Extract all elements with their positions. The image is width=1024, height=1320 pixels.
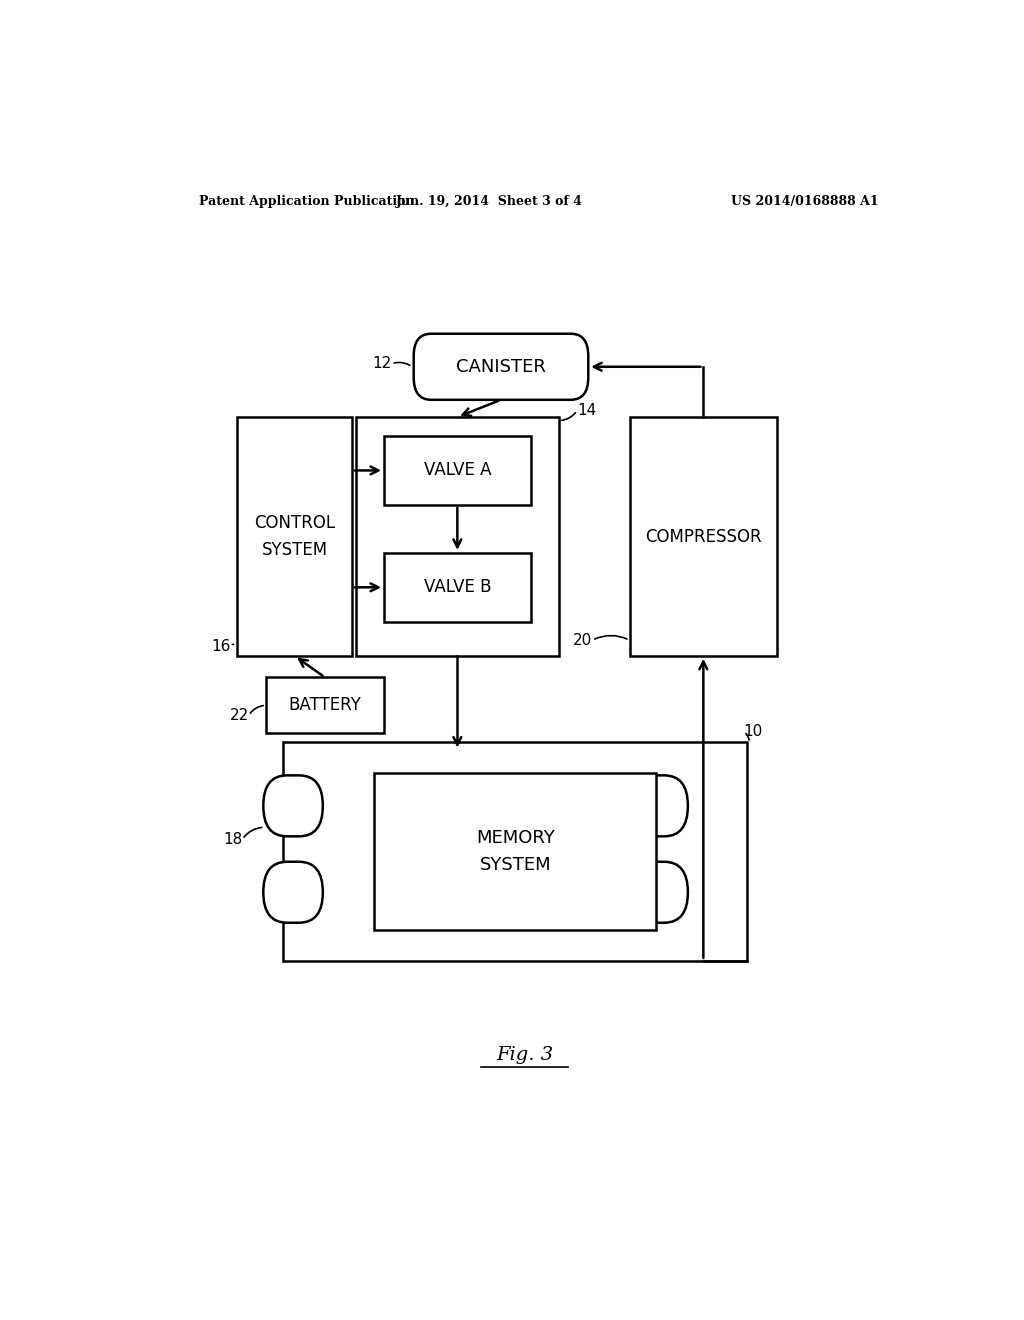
Text: 18: 18: [223, 832, 243, 847]
FancyBboxPatch shape: [629, 862, 688, 923]
Text: 22: 22: [229, 708, 249, 723]
Bar: [384, 436, 530, 506]
Bar: [384, 553, 530, 622]
Text: Patent Application Publication: Patent Application Publication: [200, 194, 415, 207]
Text: US 2014/0168888 A1: US 2014/0168888 A1: [731, 194, 879, 207]
Text: MEMORY
SYSTEM: MEMORY SYSTEM: [476, 829, 555, 874]
Bar: [630, 417, 777, 656]
Bar: [284, 742, 748, 961]
Text: 10: 10: [743, 725, 763, 739]
Text: CONTROL
SYSTEM: CONTROL SYSTEM: [254, 515, 335, 558]
Text: Fig. 3: Fig. 3: [497, 1045, 553, 1064]
Text: VALVE A: VALVE A: [424, 462, 492, 479]
Bar: [356, 417, 558, 656]
Text: CANISTER: CANISTER: [456, 358, 546, 376]
Text: 16: 16: [211, 639, 230, 653]
Bar: [266, 677, 384, 733]
FancyBboxPatch shape: [414, 334, 588, 400]
Text: BATTERY: BATTERY: [289, 696, 361, 714]
Text: 20: 20: [573, 632, 592, 648]
FancyBboxPatch shape: [263, 775, 323, 837]
Text: Jun. 19, 2014  Sheet 3 of 4: Jun. 19, 2014 Sheet 3 of 4: [395, 194, 583, 207]
Text: 12: 12: [373, 356, 391, 371]
Text: COMPRESSOR: COMPRESSOR: [645, 528, 762, 545]
Bar: [375, 772, 656, 931]
FancyBboxPatch shape: [263, 862, 323, 923]
Text: 14: 14: [578, 403, 596, 418]
Text: VALVE B: VALVE B: [424, 578, 492, 597]
Bar: [238, 417, 352, 656]
FancyBboxPatch shape: [629, 775, 688, 837]
